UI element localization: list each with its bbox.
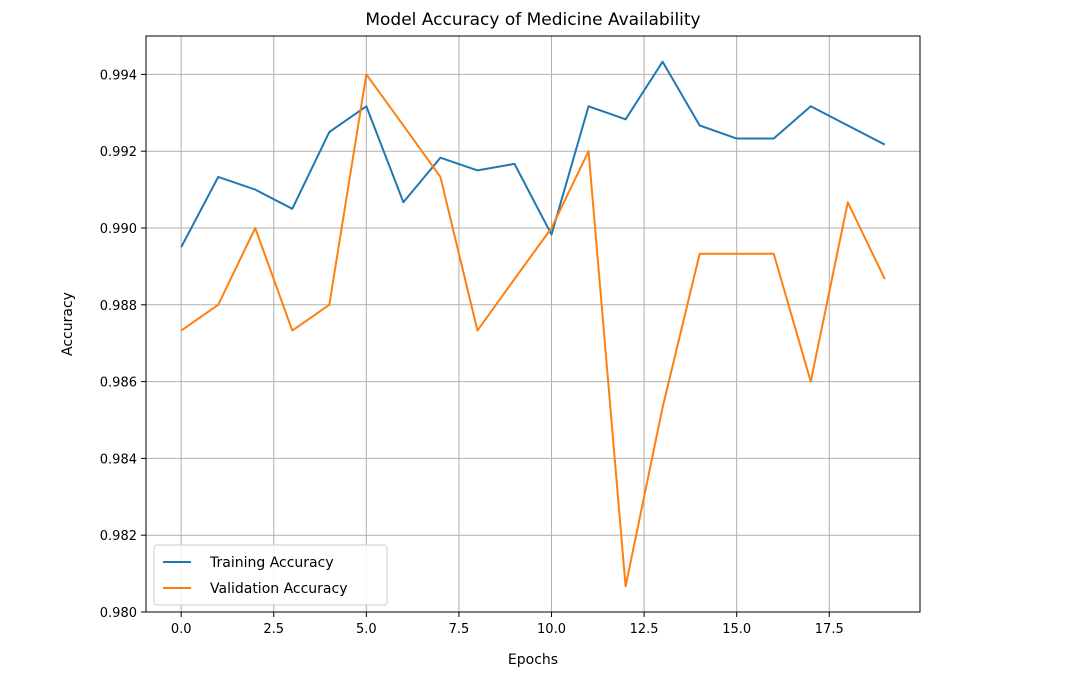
y-tick-label: 0.988 [100,299,137,314]
x-tick-label: 7.5 [449,622,470,637]
legend-box [153,544,388,606]
x-tick-label: 0.0 [171,622,192,637]
x-tick-label: 2.5 [263,622,284,637]
series-line-validation [180,73,886,588]
y-tick-label: 0.994 [100,68,137,83]
x-tick-label: 12.5 [630,622,659,637]
legend: Training Accuracy Validation Accuracy [153,544,388,606]
legend-label: Training Accuracy [209,555,334,571]
plot-frame [145,35,921,613]
legend-label: Validation Accuracy [210,581,348,597]
y-tick-label: 0.992 [100,145,137,160]
chart-title: Model Accuracy of Medicine Availability [365,10,700,30]
y-tick-label: 0.980 [100,606,137,621]
x-tick-label: 10.0 [537,622,566,637]
y-tick-label: 0.990 [100,222,137,237]
series-line-training [180,60,886,248]
x-tick-label: 15.0 [722,622,751,637]
y-axis-label: Accuracy [60,292,76,356]
x-axis-label: Epochs [508,652,558,668]
x-tick-label: 5.0 [356,622,377,637]
grid [146,36,920,613]
y-tick-label: 0.984 [100,452,137,467]
y-tick-label: 0.982 [100,529,137,544]
series-layer [180,60,886,588]
y-tick-label: 0.986 [100,376,137,391]
ticks: 0.0 2.5 5.0 7.5 10.0 12.5 15.0 17.5 0.980 0.982 0.… [100,68,844,637]
x-tick-label: 17.5 [815,622,844,637]
